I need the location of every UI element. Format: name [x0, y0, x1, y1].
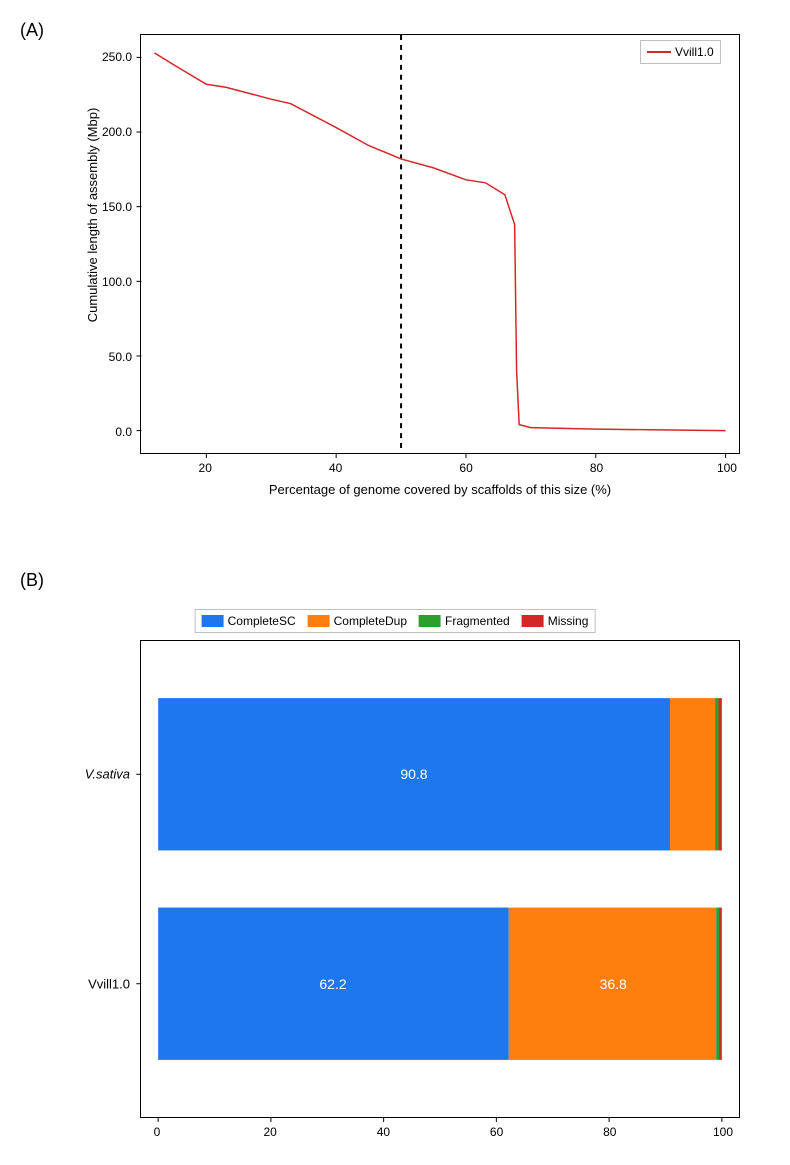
chart-b-legend-item: Missing — [522, 614, 589, 628]
chart-a-series-line — [154, 53, 725, 431]
chart-a-xlabel: Percentage of genome covered by scaffold… — [140, 482, 740, 497]
chart-a-ylabel: Cumulative length of assembly (Mbp) — [85, 68, 100, 362]
chart-b-category-label: Vvill1.0 — [88, 977, 130, 992]
chart-a-ytick: 50.0 — [109, 350, 132, 364]
chart-b-bar-segment — [716, 908, 719, 1060]
legend-a-label: Vvill1.0 — [675, 45, 714, 59]
chart-b-xtick: 40 — [377, 1125, 390, 1139]
chart-b-xtick: 60 — [490, 1125, 503, 1139]
chart-b-value-label: 62.2 — [319, 976, 346, 992]
chart-a-legend: Vvill1.0 — [640, 40, 721, 64]
chart-a-xtick: 60 — [459, 461, 472, 475]
chart-b-value-label: 90.8 — [400, 766, 427, 782]
chart-a-ytick: 200.0 — [102, 125, 132, 139]
chart-a-xtick: 40 — [329, 461, 342, 475]
chart-b-bar-segment — [715, 698, 718, 850]
chart-a-xtick: 20 — [199, 461, 212, 475]
chart-a-ytick: 100.0 — [102, 275, 132, 289]
legend-label: Missing — [548, 614, 589, 628]
panel-b-label: (B) — [20, 570, 44, 591]
chart-b-svg — [141, 641, 739, 1117]
chart-b-xtick: 100 — [713, 1125, 733, 1139]
legend-label: CompleteSC — [228, 614, 296, 628]
chart-b-legend-item: CompleteSC — [202, 614, 296, 628]
chart-b-value-label: 36.8 — [600, 976, 627, 992]
chart-b-bar-segment — [718, 698, 721, 850]
chart-b-xtick: 80 — [603, 1125, 616, 1139]
legend-a-swatch — [647, 51, 671, 53]
chart-a-svg — [141, 35, 739, 453]
legend-label: Fragmented — [445, 614, 510, 628]
chart-b-legend-item: CompleteDup — [308, 614, 407, 628]
chart-b-bar-segment — [719, 908, 722, 1060]
chart-a-ytick: 150.0 — [102, 200, 132, 214]
chart-b-legend: CompleteSC CompleteDup Fragmented Missing — [195, 609, 596, 633]
legend-swatch — [419, 615, 441, 627]
chart-a-xtick: 100 — [717, 461, 737, 475]
legend-label: CompleteDup — [334, 614, 407, 628]
chart-a-ytick: 0.0 — [115, 425, 132, 439]
chart-b-xtick: 20 — [264, 1125, 277, 1139]
panel-a-label: (A) — [20, 20, 44, 41]
legend-swatch — [308, 615, 330, 627]
chart-a-ytick: 250.0 — [102, 50, 132, 64]
chart-b-category-label: V.sativa — [85, 766, 130, 781]
chart-a-plot-area — [140, 34, 740, 454]
chart-a-xtick: 80 — [590, 461, 603, 475]
legend-swatch — [522, 615, 544, 627]
chart-b-xtick: 0 — [154, 1125, 161, 1139]
figure-container: (A) Vvill1.0 Percentage of genome covere… — [0, 0, 790, 1165]
chart-b-plot-area — [140, 640, 740, 1118]
legend-swatch — [202, 615, 224, 627]
chart-b-bar-segment — [670, 698, 715, 850]
legend-a-item: Vvill1.0 — [647, 45, 714, 59]
chart-b-legend-item: Fragmented — [419, 614, 510, 628]
